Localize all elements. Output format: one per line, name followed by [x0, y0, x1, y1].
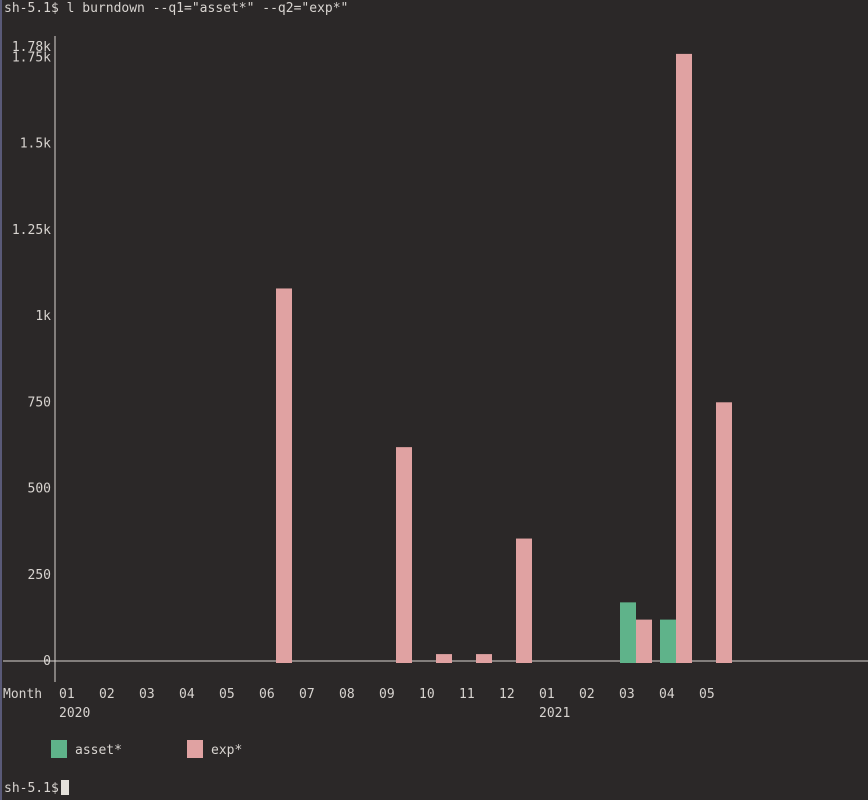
- year-label: 2021: [539, 706, 570, 721]
- legend-swatch-asset: [51, 740, 67, 758]
- y-tick-label: 750: [28, 395, 51, 410]
- legend-label: asset*: [75, 743, 122, 758]
- y-tick-label: 1.5k: [20, 137, 51, 152]
- x-tick-label: 03: [139, 687, 155, 702]
- y-tick-label: 1.75k: [12, 50, 51, 65]
- shell-prompt[interactable]: sh-5.1$: [4, 780, 69, 796]
- y-tick-label: 1.25k: [12, 223, 51, 238]
- x-tick-label: 10: [419, 687, 435, 702]
- bar-exp-06: [276, 288, 292, 663]
- x-tick-label: 08: [339, 687, 355, 702]
- bars: [276, 53, 732, 664]
- x-tick-label: 06: [259, 687, 275, 702]
- x-tick-label: 04: [659, 687, 675, 702]
- bar-asset-04: [660, 619, 676, 663]
- prompt-text: sh-5.1$: [4, 781, 59, 796]
- bar-exp-05: [716, 402, 732, 663]
- x-tick-label: 12: [499, 687, 515, 702]
- x-tick-label: 09: [379, 687, 395, 702]
- command-line: sh-5.1$ l burndown --q1="asset*" --q2="e…: [4, 1, 349, 16]
- x-axis-label: Month: [3, 687, 42, 702]
- x-tick-label: 05: [219, 687, 235, 702]
- legend-label: exp*: [211, 743, 242, 758]
- x-tick-label: 05: [699, 687, 715, 702]
- x-tick-label: 02: [579, 687, 595, 702]
- terminal-left-border: [0, 0, 2, 800]
- legend: asset* exp*: [51, 740, 242, 758]
- year-labels: 2020 2021: [59, 706, 570, 721]
- text-cursor: [60, 780, 69, 795]
- y-tick-label: 1k: [35, 309, 51, 324]
- x-tick-label: 07: [299, 687, 315, 702]
- bar-exp-10: [436, 654, 452, 663]
- y-tick-label: 1.78k: [12, 40, 51, 55]
- x-tick-label: 01: [59, 687, 75, 702]
- x-tick-label: 01: [539, 687, 555, 702]
- bar-asset-03: [620, 602, 636, 663]
- bar-exp-03: [636, 619, 652, 663]
- x-tick-label: 02: [99, 687, 115, 702]
- bar-exp-11: [476, 654, 492, 663]
- bar-exp-09: [396, 447, 412, 663]
- bar-exp-12: [516, 538, 532, 663]
- y-tick-label: 250: [28, 568, 51, 583]
- x-tick-label: 11: [459, 687, 475, 702]
- y-tick-label: 500: [28, 482, 51, 497]
- bar-exp-04: [676, 53, 692, 664]
- year-label: 2020: [59, 706, 90, 721]
- x-tick-label: 04: [179, 687, 195, 702]
- x-axis-ticks: 01 02 03 04 05 06 07 08 09 10 11 12 01 02 03 04 05: [59, 687, 715, 702]
- legend-swatch-exp: [187, 740, 203, 758]
- x-tick-label: 03: [619, 687, 635, 702]
